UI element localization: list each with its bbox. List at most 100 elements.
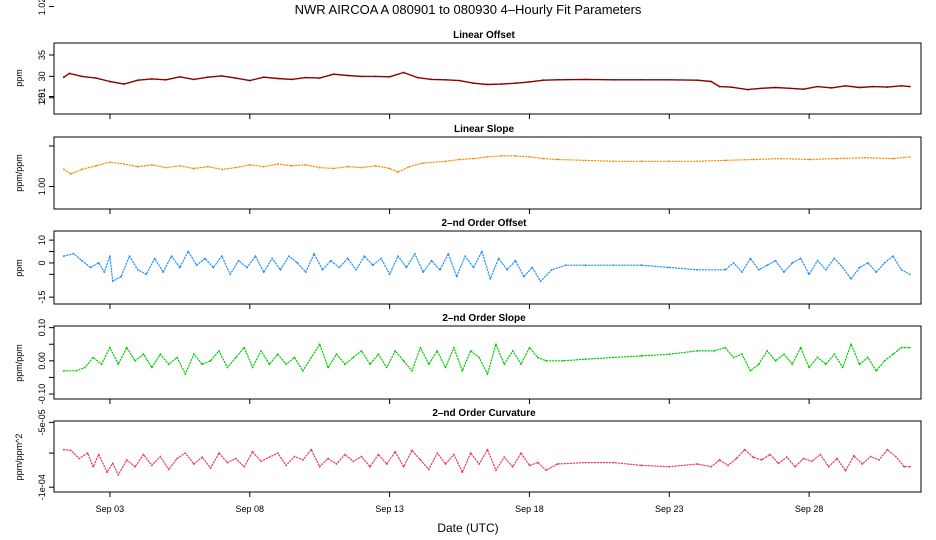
data-point: [511, 350, 514, 352]
panel-2nd-order-curvature: 2–nd Order Curvature ppm/ppm^2 -1e-04 -5e…: [14, 408, 922, 500]
data-point: [165, 166, 167, 169]
data-point: [260, 460, 262, 463]
data-point: [117, 474, 120, 476]
data-point: [497, 257, 500, 260]
data-point: [506, 268, 508, 271]
data-point: [461, 369, 464, 372]
data-point: [766, 264, 769, 267]
data-point: [584, 264, 587, 267]
data-point: [176, 457, 179, 460]
data-point: [123, 163, 125, 165]
data-point: [302, 459, 304, 461]
data-point: [83, 366, 86, 369]
data-point: [853, 454, 855, 457]
data-point: [858, 86, 861, 89]
data-point: [867, 356, 869, 359]
x-tick-label: Sep 23: [655, 504, 684, 514]
data-point: [290, 164, 293, 167]
data-point: [335, 353, 338, 356]
data-point: [458, 158, 461, 161]
data-point: [220, 168, 223, 171]
data-point: [718, 85, 721, 88]
data-point: [360, 75, 363, 78]
data-point: [472, 157, 475, 160]
data-point: [875, 369, 878, 372]
data-point: [192, 167, 195, 170]
data-point: [696, 79, 699, 82]
data-point: [439, 268, 441, 271]
data-point: [165, 78, 167, 81]
data-point: [234, 77, 237, 79]
x-tick-label: Sep 03: [96, 504, 125, 514]
data-point: [296, 262, 299, 264]
data-point: [151, 78, 153, 80]
data-point: [612, 461, 615, 464]
data-point: [201, 363, 204, 366]
data-point: [444, 78, 447, 81]
data-point: [268, 456, 271, 459]
data-point: [212, 266, 215, 269]
data-point: [495, 343, 497, 346]
data-point: [584, 78, 587, 81]
data-point: [478, 356, 480, 359]
data-point: [523, 275, 525, 278]
data-point: [757, 268, 760, 271]
data-point: [469, 452, 472, 454]
data-point: [318, 465, 321, 468]
data-point: [612, 356, 615, 359]
y-tick-label: 1.02: [37, 0, 47, 15]
data-point: [444, 366, 447, 369]
data-point: [151, 464, 153, 467]
x-tick-label: Sep 18: [515, 504, 544, 514]
data-point: [850, 343, 852, 346]
data-point: [550, 268, 553, 271]
data-point: [268, 363, 271, 366]
data-point: [696, 463, 699, 465]
data-point: [825, 363, 827, 366]
data-point: [556, 78, 559, 81]
data-point: [900, 346, 903, 349]
data-point: [903, 465, 906, 468]
y-tick-label: -5e-05: [37, 409, 47, 435]
data-point: [167, 363, 170, 366]
data-point: [81, 75, 83, 78]
data-point: [427, 468, 430, 471]
data-point: [402, 71, 405, 74]
data-point: [95, 164, 97, 167]
data-point: [908, 85, 911, 88]
data-point: [246, 266, 248, 269]
data-point: [142, 353, 145, 356]
data-point: [78, 457, 81, 460]
panel-title-2nd-order-curvature: 2–nd Order Curvature: [432, 408, 536, 419]
data-point: [436, 350, 439, 352]
data-point: [908, 155, 911, 158]
data-point: [377, 353, 380, 356]
plot-frame: [53, 42, 922, 115]
data-point: [612, 264, 615, 267]
y-tick-label: 10: [37, 235, 47, 245]
data-point: [766, 350, 769, 352]
data-point: [243, 346, 246, 349]
data-point: [109, 255, 111, 257]
data-point: [808, 366, 810, 369]
data-point: [746, 88, 749, 91]
data-point: [886, 448, 889, 451]
y-tick-label: 35: [37, 50, 47, 60]
data-point: [262, 271, 265, 273]
data-point: [749, 257, 752, 260]
data-point: [346, 257, 349, 260]
data-point: [128, 255, 131, 257]
x-axis-label: Date (UTC): [437, 521, 498, 535]
data-point: [858, 363, 861, 366]
data-point: [844, 469, 847, 472]
data-point: [204, 257, 206, 260]
data-point: [668, 353, 671, 356]
data-point: [192, 353, 195, 356]
data-point: [640, 464, 643, 467]
data-point: [542, 79, 545, 82]
data-point: [791, 363, 794, 366]
data-point: [453, 346, 455, 349]
data-point: [545, 359, 548, 362]
data-point: [640, 264, 643, 267]
data-point: [741, 271, 743, 273]
